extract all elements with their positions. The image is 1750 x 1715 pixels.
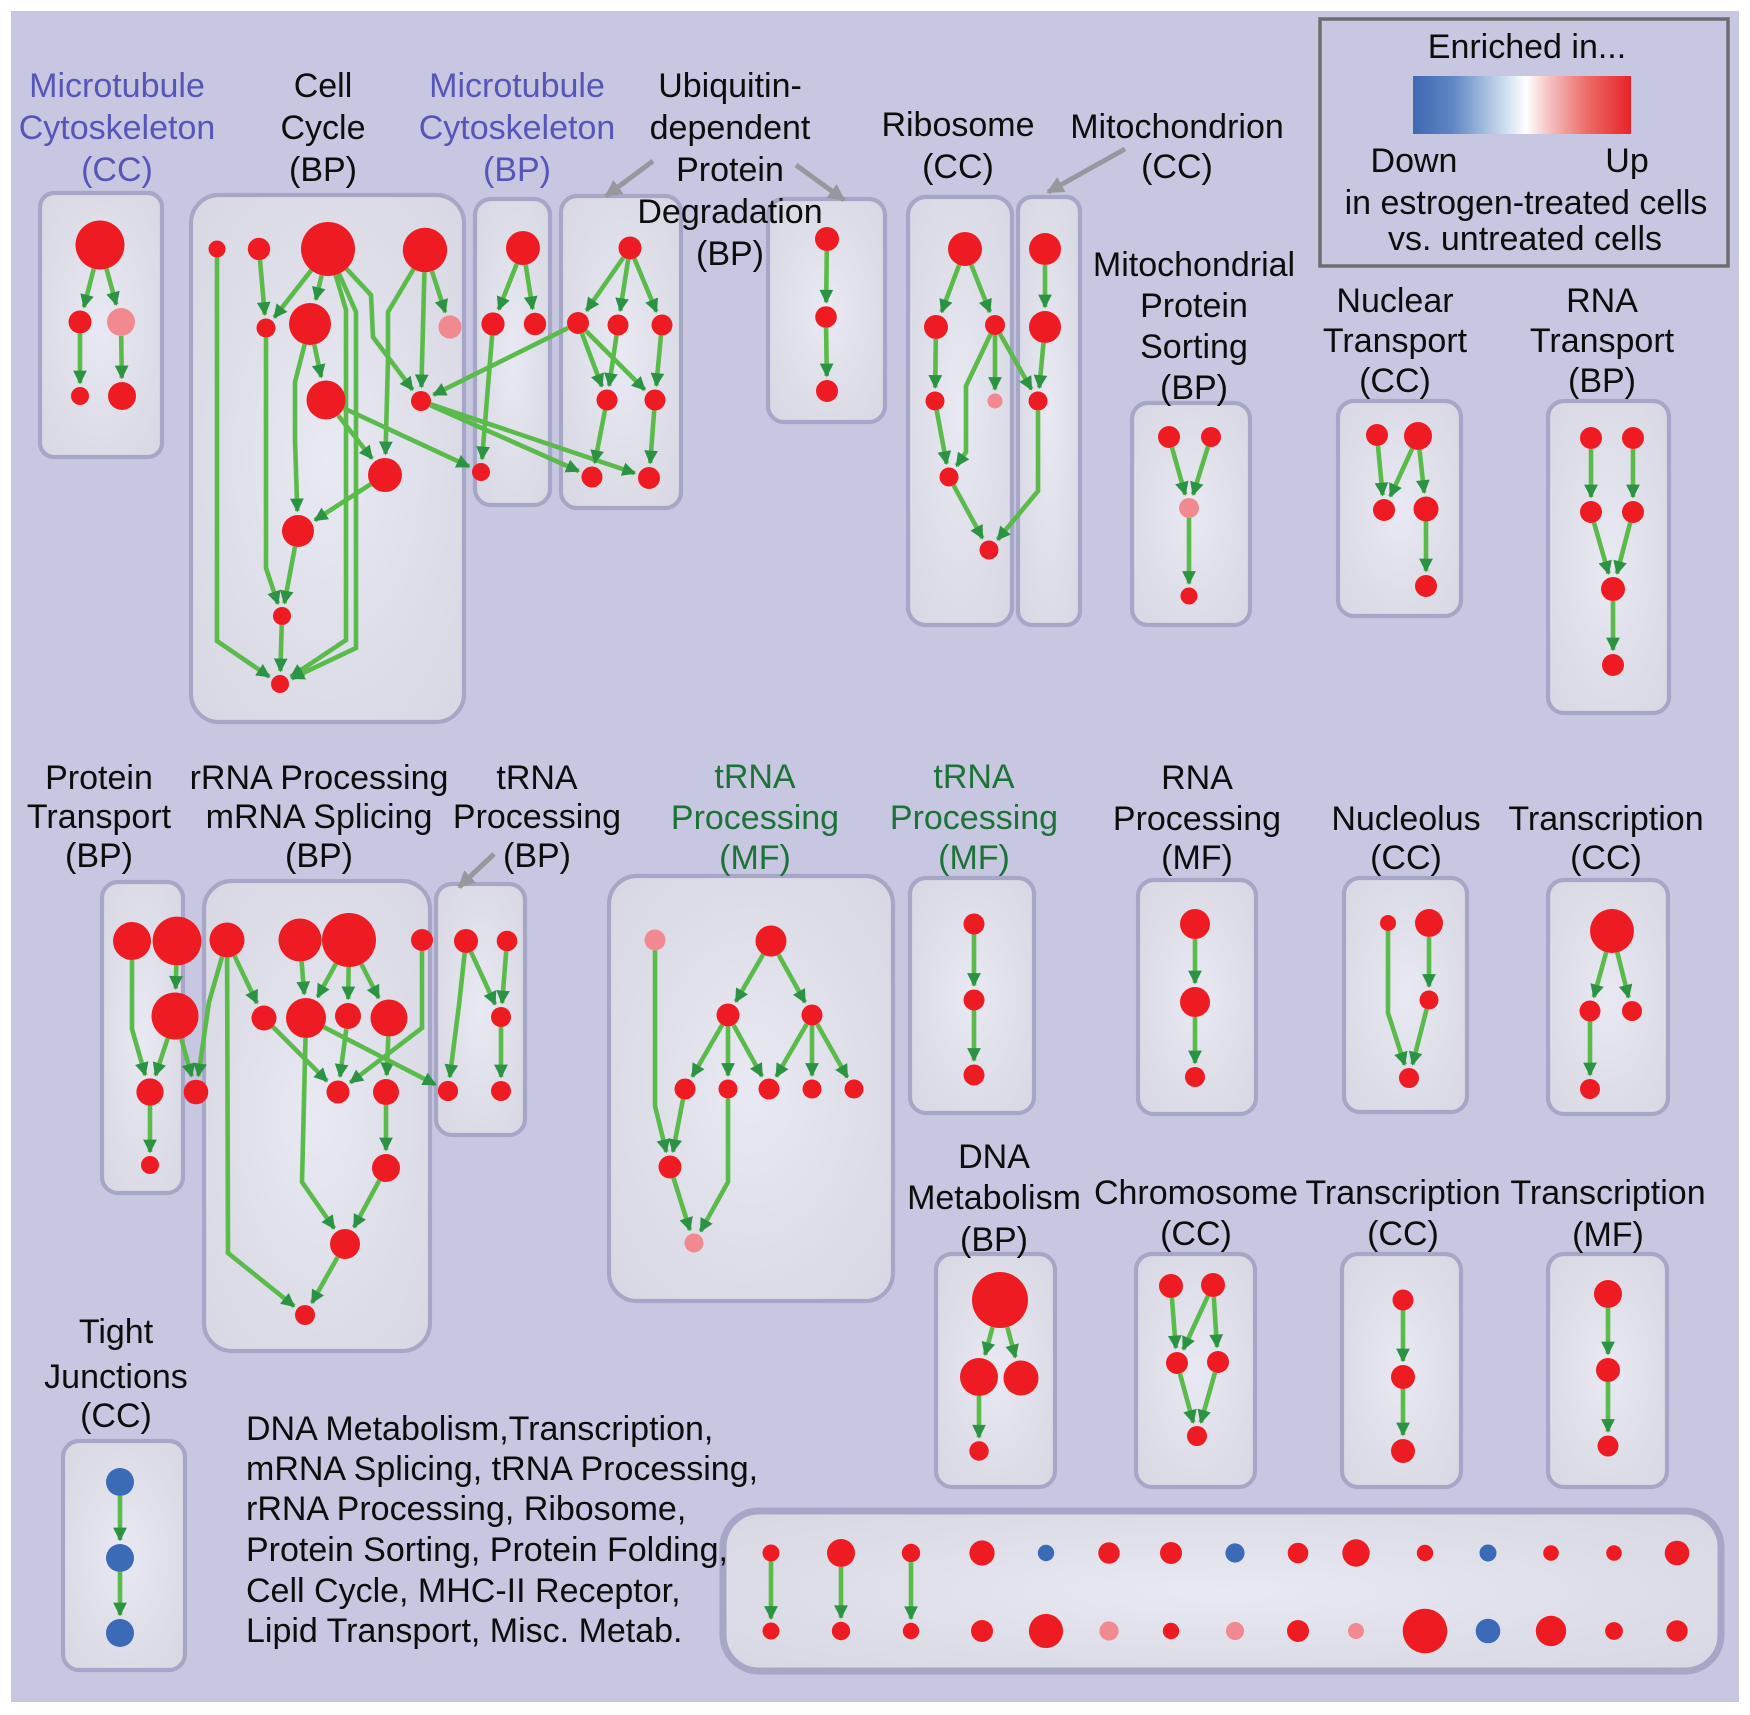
svg-text:(BP): (BP) — [483, 151, 551, 189]
svg-text:Tight: Tight — [79, 1313, 154, 1351]
svg-text:Protein: Protein — [1140, 287, 1248, 325]
svg-text:(MF): (MF) — [1161, 839, 1233, 877]
svg-text:Cytoskeleton: Cytoskeleton — [19, 109, 216, 147]
svg-text:(CC): (CC) — [80, 1397, 152, 1435]
svg-text:(CC): (CC) — [1370, 839, 1442, 877]
svg-text:(MF): (MF) — [938, 839, 1010, 877]
svg-text:dependent: dependent — [650, 109, 811, 147]
svg-text:Transport: Transport — [1530, 322, 1675, 360]
svg-text:DNA: DNA — [958, 1138, 1030, 1176]
svg-text:Mitochondrion: Mitochondrion — [1070, 108, 1284, 146]
svg-text:Down: Down — [1371, 142, 1458, 180]
svg-text:DNA Metabolism,Transcription,: DNA Metabolism,Transcription, — [246, 1410, 713, 1448]
svg-text:tRNA: tRNA — [933, 758, 1015, 796]
svg-text:Cell: Cell — [294, 67, 353, 105]
svg-text:mRNA Splicing, tRNA Processing: mRNA Splicing, tRNA Processing, — [246, 1450, 758, 1488]
svg-text:Processing: Processing — [453, 798, 621, 836]
svg-text:(BP): (BP) — [696, 235, 764, 273]
svg-text:Protein: Protein — [676, 151, 784, 189]
svg-text:(CC): (CC) — [922, 148, 994, 186]
svg-text:in estrogen-treated cells: in estrogen-treated cells — [1345, 184, 1708, 222]
svg-text:rRNA Processing: rRNA Processing — [190, 759, 449, 797]
svg-text:Processing: Processing — [1113, 800, 1281, 838]
svg-text:(BP): (BP) — [1160, 369, 1228, 407]
svg-text:Mitochondrial: Mitochondrial — [1093, 246, 1295, 284]
svg-text:Lipid Transport, Misc. Metab.: Lipid Transport, Misc. Metab. — [246, 1612, 683, 1650]
svg-text:(CC): (CC) — [1359, 362, 1431, 400]
svg-text:Nuclear: Nuclear — [1336, 282, 1453, 320]
svg-text:(CC): (CC) — [1141, 148, 1213, 186]
svg-text:Processing: Processing — [890, 799, 1058, 837]
svg-text:Transport: Transport — [27, 798, 172, 836]
svg-text:Chromosome: Chromosome — [1094, 1174, 1298, 1212]
svg-text:Metabolism: Metabolism — [907, 1179, 1081, 1217]
svg-text:Cytoskeleton: Cytoskeleton — [419, 109, 616, 147]
svg-text:Sorting: Sorting — [1140, 328, 1248, 366]
svg-text:Transcription: Transcription — [1510, 1174, 1705, 1212]
svg-text:(CC): (CC) — [1367, 1215, 1439, 1253]
svg-text:tRNA: tRNA — [496, 759, 578, 797]
svg-text:tRNA: tRNA — [714, 758, 796, 796]
svg-text:Ribosome: Ribosome — [881, 106, 1034, 144]
svg-text:mRNA Splicing: mRNA Splicing — [206, 798, 433, 836]
svg-text:rRNA Processing, Ribosome,: rRNA Processing, Ribosome, — [246, 1490, 686, 1528]
svg-text:(BP): (BP) — [285, 837, 353, 875]
svg-text:Transcription: Transcription — [1305, 1174, 1500, 1212]
svg-text:Enriched in...: Enriched in... — [1428, 28, 1626, 66]
svg-text:(BP): (BP) — [960, 1221, 1028, 1259]
svg-text:Junctions: Junctions — [44, 1358, 188, 1396]
svg-text:Degradation: Degradation — [637, 193, 822, 231]
svg-text:Up: Up — [1605, 142, 1648, 180]
svg-text:(BP): (BP) — [65, 837, 133, 875]
svg-text:Microtubule: Microtubule — [429, 67, 605, 105]
svg-text:(BP): (BP) — [1568, 362, 1636, 400]
svg-text:RNA: RNA — [1161, 759, 1233, 797]
svg-text:(CC): (CC) — [1570, 839, 1642, 877]
svg-text:Cell Cycle, MHC-II Receptor,: Cell Cycle, MHC-II Receptor, — [246, 1572, 681, 1610]
svg-text:Protein: Protein — [45, 759, 153, 797]
svg-text:(BP): (BP) — [289, 151, 357, 189]
svg-text:(BP): (BP) — [503, 837, 571, 875]
svg-text:Protein Sorting, Protein Foldi: Protein Sorting, Protein Folding, — [246, 1531, 728, 1569]
svg-text:(MF): (MF) — [1572, 1216, 1644, 1254]
svg-text:Transcription: Transcription — [1508, 800, 1703, 838]
svg-text:Cycle: Cycle — [280, 109, 365, 147]
svg-text:(MF): (MF) — [719, 839, 791, 877]
svg-text:(CC): (CC) — [81, 151, 153, 189]
svg-text:Microtubule: Microtubule — [29, 67, 205, 105]
svg-text:(CC): (CC) — [1160, 1215, 1232, 1253]
svg-text:Processing: Processing — [671, 799, 839, 837]
svg-text:Nucleolus: Nucleolus — [1331, 800, 1480, 838]
svg-text:Ubiquitin-: Ubiquitin- — [658, 67, 802, 105]
svg-text:RNA: RNA — [1566, 282, 1638, 320]
svg-text:Transport: Transport — [1323, 322, 1468, 360]
svg-text:vs. untreated cells: vs. untreated cells — [1388, 220, 1662, 258]
